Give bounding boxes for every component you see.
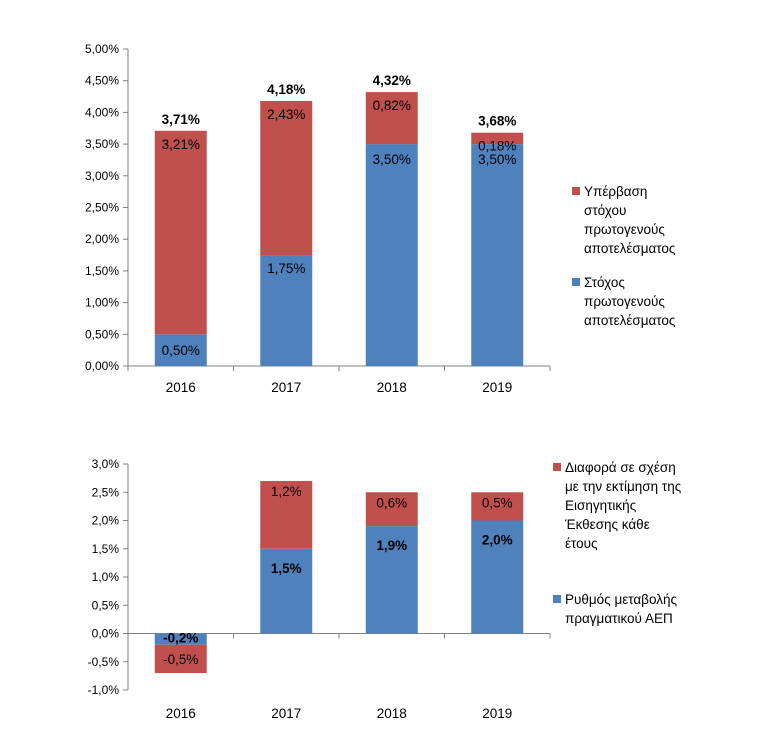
x-tick-label: 2019 <box>482 380 512 395</box>
chart-primary-balance: 0,00% 0,50% 1,00% 1,50% 2,00% 2,50% 3,00% 3,50%… <box>85 42 676 395</box>
y-tick-label: 3,00% <box>85 169 119 183</box>
bar-segment <box>471 520 524 634</box>
bar-segment <box>365 92 418 145</box>
x-tick-label: 2016 <box>166 706 196 721</box>
y-tick-label: 2,0% <box>92 514 120 528</box>
data-label: 0,6% <box>376 495 407 510</box>
legend-label: με την εκτίμηση της <box>565 479 682 494</box>
y-tick-label: 3,50% <box>85 137 119 151</box>
data-label: -0,2% <box>163 631 198 646</box>
bar-segment <box>154 644 207 674</box>
y-tick-label: 5,00% <box>85 42 119 56</box>
legend-label: Διαφορά σε σχέση <box>565 460 676 475</box>
y-tick-label: -1,0% <box>88 683 120 697</box>
y-tick-label: 0,0% <box>92 627 120 641</box>
legend-label: Εισηγητικής <box>565 498 637 513</box>
y-tick-label: 2,5% <box>92 485 120 499</box>
x-tick-label: 2019 <box>482 706 512 721</box>
legend-label: Στόχος <box>584 275 625 290</box>
bar-segment <box>471 132 524 145</box>
legend-label: στόχου <box>584 203 626 218</box>
bar-segment <box>260 100 313 256</box>
y-tick-label: 3,0% <box>92 457 120 471</box>
y-tick-label: 1,5% <box>92 542 120 556</box>
x-tick-label: 2018 <box>377 706 407 721</box>
y-tick-label: 0,5% <box>92 598 120 612</box>
x-tick-label: 2017 <box>271 706 301 721</box>
legend-label: πρωτογενούς <box>584 294 665 309</box>
data-label: 1,75% <box>267 261 305 276</box>
data-label: -0,5% <box>163 652 198 667</box>
legend-label: αποτελέσματος <box>584 241 676 256</box>
bar-segment <box>260 255 313 366</box>
bar-segment <box>471 144 524 366</box>
legend-label: πρωτογενούς <box>584 222 665 237</box>
legend-label: αποτελέσματος <box>584 313 676 328</box>
bar-segment <box>471 492 524 521</box>
bar-segment <box>260 480 313 549</box>
data-label: 0,5% <box>482 495 513 510</box>
data-label: 1,2% <box>271 484 302 499</box>
legend-label: Υπέρβαση <box>584 184 647 199</box>
y-tick-label: 1,50% <box>85 264 119 278</box>
y-tick-label: 2,00% <box>85 232 119 246</box>
legend-swatch <box>553 463 561 471</box>
bar-segment <box>365 492 418 527</box>
data-label: 1,5% <box>271 561 302 576</box>
bar-segment <box>365 526 418 634</box>
data-label: 0,50% <box>162 343 200 358</box>
y-tick-label: 4,50% <box>85 74 119 88</box>
data-label: 1,9% <box>376 538 407 553</box>
data-label: 0,18% <box>478 139 516 154</box>
data-label: 3,21% <box>162 137 200 152</box>
data-label: 0,82% <box>373 98 411 113</box>
x-tick-label: 2016 <box>166 380 196 395</box>
legend-swatch <box>553 595 561 603</box>
data-label: 2,0% <box>482 533 513 548</box>
chart-gdp-growth: -1,0% -0,5% 0,0% 0,5% 1,0% 1,5% 2,0% 2,5% 3,0% -0… <box>88 457 682 721</box>
y-tick-label: -0,5% <box>88 655 120 669</box>
bar-segment <box>154 633 207 645</box>
y-tick-label: 0,50% <box>85 327 119 341</box>
y-tick-label: 0,00% <box>85 359 119 373</box>
total-label: 4,32% <box>373 73 411 88</box>
y-tick-label: 2,50% <box>85 201 119 215</box>
data-label: 3,50% <box>478 152 516 167</box>
x-tick-label: 2017 <box>271 380 301 395</box>
bar-segment <box>154 334 207 366</box>
bar-segment <box>365 144 418 366</box>
total-label: 3,71% <box>162 112 200 127</box>
total-label: 4,18% <box>267 82 305 97</box>
legend-label: Ρυθμός μεταβολής <box>565 592 677 607</box>
x-tick-label: 2018 <box>377 380 407 395</box>
y-tick-label: 1,0% <box>92 570 120 584</box>
legend-swatch <box>572 278 580 286</box>
legend-label: Έκθεσης κάθε <box>564 517 650 532</box>
y-tick-label: 1,00% <box>85 296 119 310</box>
total-label: 3,68% <box>478 114 516 129</box>
y-tick-label: 4,00% <box>85 105 119 119</box>
legend-label: πραγματικού ΑΕΠ <box>565 611 673 626</box>
bar-segment <box>154 130 207 335</box>
legend-swatch <box>572 187 580 195</box>
data-label: 3,50% <box>373 152 411 167</box>
legend-label: έτους <box>565 536 598 551</box>
data-label: 2,43% <box>267 107 305 122</box>
bar-segment <box>260 548 313 634</box>
